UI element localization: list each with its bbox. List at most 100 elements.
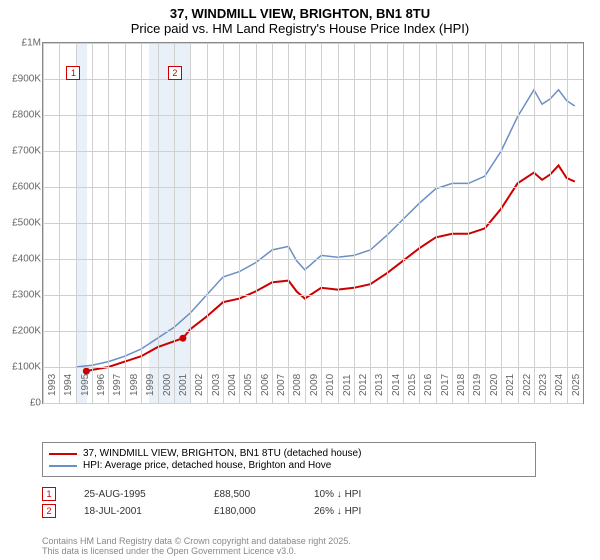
legend-label: HPI: Average price, detached house, Brig… [83,460,331,471]
gridline-h [43,403,583,404]
x-axis-label: 2005 [243,374,254,396]
transaction-marker: 2 [42,504,56,518]
x-axis-label: 2004 [227,374,238,396]
transaction-date: 25-AUG-1995 [84,489,214,500]
x-axis-label: 2013 [374,374,385,396]
transaction-marker: 1 [42,487,56,501]
gridline-v [452,43,453,403]
x-axis-label: 2018 [456,374,467,396]
x-axis-label: 1995 [80,374,91,396]
x-axis-label: 2011 [342,374,353,396]
footer: Contains HM Land Registry data © Crown c… [42,536,351,556]
gridline-v [485,43,486,403]
x-axis-label: 2017 [440,374,451,396]
gridline-v [92,43,93,403]
x-axis-label: 2003 [211,374,222,396]
y-axis-label: £400K [1,254,41,265]
series-marker [179,335,186,342]
gridline-v [550,43,551,403]
gridline-v [207,43,208,403]
x-axis-label: 2001 [178,374,189,396]
transaction-price: £180,000 [214,506,314,517]
y-axis-label: £700K [1,146,41,157]
x-axis-label: 2010 [325,374,336,396]
x-axis-label: 2023 [538,374,549,396]
x-axis-label: 2006 [260,374,271,396]
gridline-v [338,43,339,403]
gridline-v [567,43,568,403]
y-axis-label: £500K [1,218,41,229]
chart-area: £0£100K£200K£300K£400K£500K£600K£700K£80… [42,42,584,404]
gridline-v [272,43,273,403]
gridline-v [125,43,126,403]
y-axis-label: £600K [1,182,41,193]
transaction-pct: 26% ↓ HPI [314,506,414,517]
gridline-v [158,43,159,403]
gridline-v [141,43,142,403]
transaction-row: 1 25-AUG-1995£88,50010% ↓ HPI [42,487,414,501]
y-axis-label: £900K [1,74,41,85]
x-axis-label: 2012 [358,374,369,396]
x-axis-label: 2002 [194,374,205,396]
callout-marker: 1 [66,66,80,80]
gridline-v [518,43,519,403]
legend-swatch [49,465,77,467]
gridline-v [534,43,535,403]
gridline-v [501,43,502,403]
x-axis-label: 2022 [522,374,533,396]
gridline-v [419,43,420,403]
gridline-v [43,43,44,403]
footer-line2: This data is licensed under the Open Gov… [42,546,351,556]
legend-swatch [49,453,77,455]
gridline-v [468,43,469,403]
gridline-v [370,43,371,403]
legend: 37, WINDMILL VIEW, BRIGHTON, BN1 8TU (de… [42,442,536,477]
gridline-v [108,43,109,403]
y-axis-label: £800K [1,110,41,121]
y-axis-label: £100K [1,362,41,373]
x-axis-label: 2014 [391,374,402,396]
transaction-table: 125-AUG-1995£88,50010% ↓ HPI218-JUL-2001… [42,484,414,521]
gridline-v [174,43,175,403]
gridline-v [436,43,437,403]
gridline-v [403,43,404,403]
legend-row: HPI: Average price, detached house, Brig… [49,460,529,471]
x-axis-label: 2025 [571,374,582,396]
y-axis-label: £200K [1,326,41,337]
x-axis-label: 2016 [423,374,434,396]
x-axis-label: 1997 [112,374,123,396]
footer-line1: Contains HM Land Registry data © Crown c… [42,536,351,546]
gridline-v [223,43,224,403]
gridline-v [76,43,77,403]
x-axis-label: 1998 [129,374,140,396]
x-axis-label: 2000 [162,374,173,396]
title-block: 37, WINDMILL VIEW, BRIGHTON, BN1 8TU Pri… [0,0,600,36]
x-axis-label: 2009 [309,374,320,396]
legend-row: 37, WINDMILL VIEW, BRIGHTON, BN1 8TU (de… [49,448,529,459]
y-axis-label: £0 [1,398,41,409]
x-axis-label: 2019 [472,374,483,396]
x-axis-label: 2020 [489,374,500,396]
transaction-pct: 10% ↓ HPI [314,489,414,500]
gridline-v [305,43,306,403]
gridline-v [288,43,289,403]
gridline-v [354,43,355,403]
x-axis-label: 2024 [554,374,565,396]
chart-container: 37, WINDMILL VIEW, BRIGHTON, BN1 8TU Pri… [0,0,600,560]
gridline-v [59,43,60,403]
x-axis-label: 2015 [407,374,418,396]
y-axis-label: £1M [1,38,41,49]
legend-label: 37, WINDMILL VIEW, BRIGHTON, BN1 8TU (de… [83,448,361,459]
y-axis-label: £300K [1,290,41,301]
title-line2: Price paid vs. HM Land Registry's House … [0,21,600,36]
gridline-v [256,43,257,403]
x-axis-label: 1993 [47,374,58,396]
x-axis-label: 2007 [276,374,287,396]
x-axis-label: 1994 [63,374,74,396]
transaction-price: £88,500 [214,489,314,500]
series-hpi [76,90,575,367]
transaction-row: 218-JUL-2001£180,00026% ↓ HPI [42,504,414,518]
gridline-v [321,43,322,403]
gridline-v [239,43,240,403]
callout-marker: 2 [168,66,182,80]
